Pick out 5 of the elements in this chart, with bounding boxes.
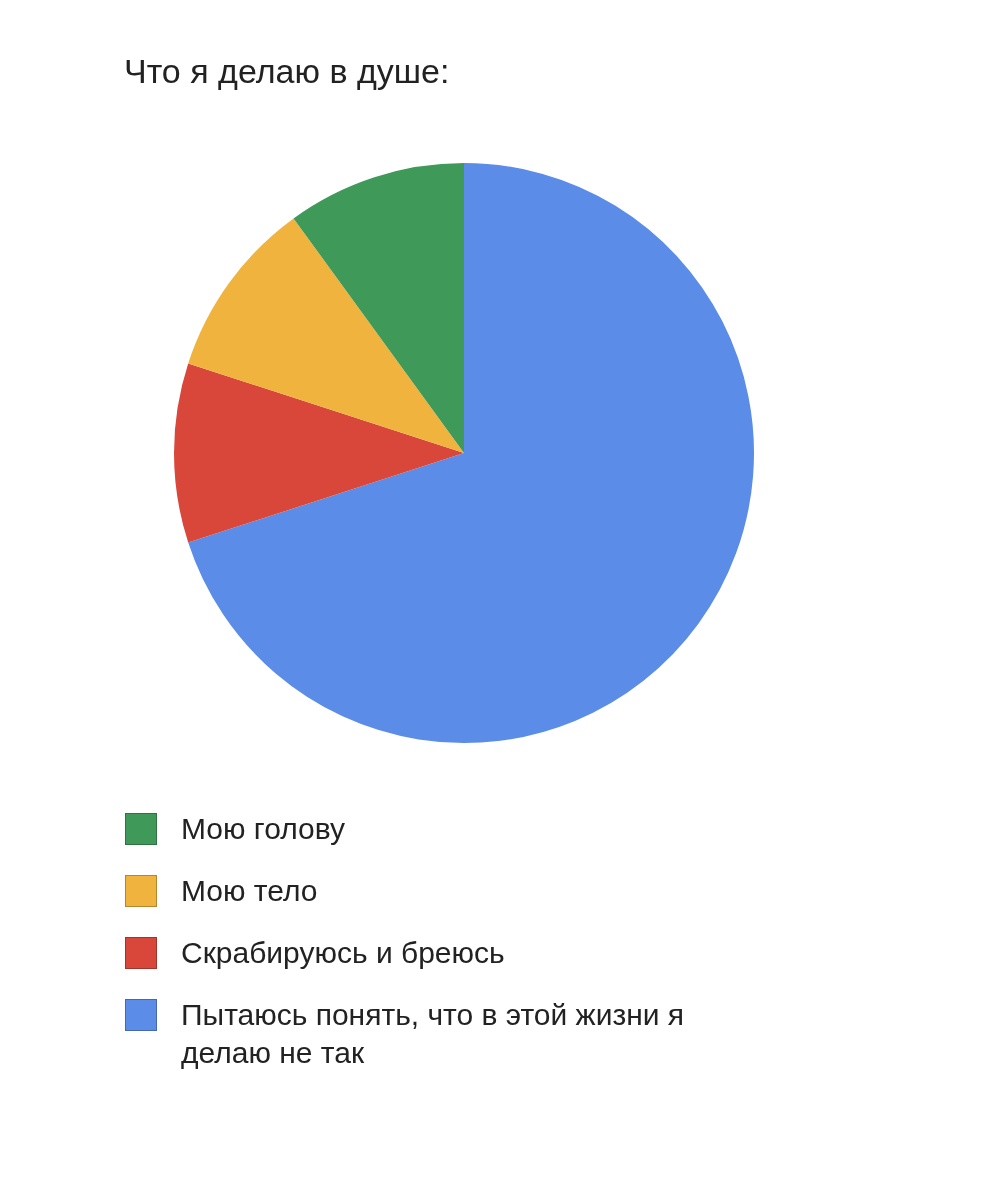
legend-label: Пытаюсь понять, что в этой жизни я делаю не так: [181, 997, 685, 1071]
legend-label: Мою голову: [181, 811, 345, 847]
chart-title: Что я делаю в душе:: [124, 52, 450, 91]
legend-label: Скрабируюсь и бреюсь: [181, 935, 505, 971]
legend-label: Мою тело: [181, 873, 318, 909]
